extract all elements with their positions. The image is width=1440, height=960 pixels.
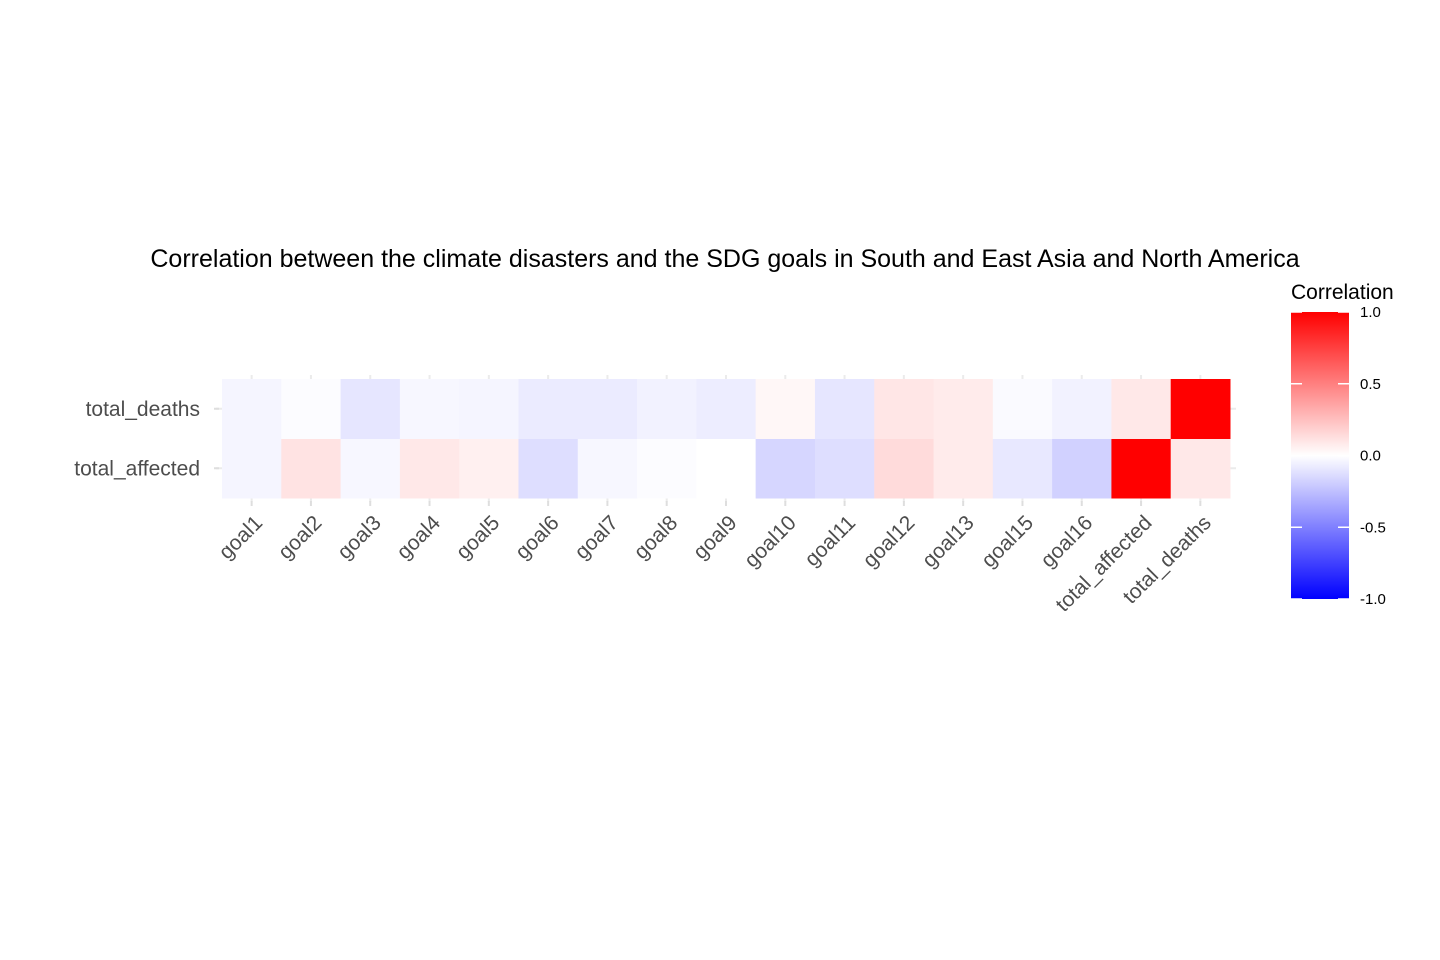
heatmap-cell-total_deaths-goal6 [518,379,579,439]
heatmap-cell-total_affected-goal2 [281,438,342,499]
heatmap-cells [222,379,1231,499]
x-tick-label-goal2: goal2 [274,511,327,564]
heatmap-cell-total_deaths-goal11 [814,379,875,439]
legend-tick-label: 0.5 [1360,376,1381,393]
heatmap-cell-total_affected-goal4 [399,438,460,499]
heatmap-cell-total_affected-goal5 [459,438,519,499]
chart-title: Correlation between the climate disaster… [150,245,1299,273]
heatmap-cell-total_deaths-goal15 [992,379,1053,439]
x-tick-label-goal4: goal4 [392,511,445,564]
x-tick-label-goal15: goal15 [977,511,1038,572]
legend-tick-label: 1.0 [1360,304,1381,321]
heatmap-cell-total_deaths-goal13 [933,379,994,439]
heatmap-cell-total_deaths-goal9 [696,379,757,439]
x-tick-label-goal7: goal7 [570,511,623,564]
x-tick-label-goal5: goal5 [452,511,505,564]
color-legend: Correlation 1.0 0.5 0.0 -0.5 -1.0 [1291,281,1394,608]
legend-title: Correlation [1291,281,1394,304]
heatmap-cell-total_deaths-goal8 [637,379,697,439]
heatmap-cell-total_affected-goal10 [755,438,816,499]
heatmap-cell-total_deaths-total_deaths [1170,379,1231,439]
legend-tick-label: 0.0 [1360,448,1381,465]
heatmap-cell-total_deaths-goal12 [874,379,935,439]
x-tick-label-goal8: goal8 [630,511,683,564]
y-tick-label-total_deaths: total_deaths [86,398,200,421]
heatmap-cell-total_deaths-goal5 [459,379,519,439]
x-tick-label-goal12: goal12 [859,511,920,572]
heatmap-cell-total_deaths-goal16 [1052,379,1112,439]
heatmap-cell-total_affected-goal16 [1052,438,1112,499]
heatmap-cell-total_affected-goal15 [992,438,1053,499]
heatmap-cell-total_affected-goal3 [340,438,401,499]
heatmap-cell-total_affected-goal7 [577,438,638,499]
legend-tick-label: -0.5 [1360,519,1386,536]
heatmap-cell-total_deaths-goal1 [222,379,282,439]
heatmap-cell-total_affected-total_affected [1111,438,1172,499]
heatmap-cell-total_affected-goal8 [637,438,697,499]
x-tick-label-goal1: goal1 [215,511,268,564]
heatmap-cell-total_affected-goal6 [518,438,579,499]
heatmap-cell-total_affected-goal1 [222,438,282,499]
y-tick-label-total_affected: total_affected [74,457,200,480]
y-axis: total_affected total_deaths [74,398,219,480]
heatmap-cell-total_affected-goal9 [696,438,757,499]
heatmap-cell-total_deaths-goal3 [340,379,401,439]
x-tick-label-goal6: goal6 [511,511,564,564]
x-tick-label-goal9: goal9 [689,511,742,564]
heatmap-cell-total_deaths-goal10 [755,379,816,439]
x-axis: goal1 goal2 goal3 goal4 goal5 goal6 goal7 goal8… [215,501,1216,616]
heatmap-cell-total_deaths-goal2 [281,379,342,439]
heatmap-cell-total_affected-goal12 [874,438,935,499]
x-tick-label-goal3: goal3 [333,511,386,564]
heatmap-cell-total_deaths-goal7 [577,379,638,439]
x-tick-label-goal13: goal13 [918,511,979,572]
heatmap-cell-total_affected-goal13 [933,438,994,499]
heatmap-cell-total_affected-goal11 [814,438,875,499]
legend-tick-label: -1.0 [1360,591,1386,608]
x-tick-label-goal10: goal10 [740,511,801,572]
heatmap-cell-total_deaths-total_affected [1111,379,1172,439]
heatmap-cell-total_deaths-goal4 [399,379,460,439]
heatmap-cell-total_affected-total_deaths [1170,438,1231,499]
x-tick-label-goal11: goal11 [800,511,860,571]
